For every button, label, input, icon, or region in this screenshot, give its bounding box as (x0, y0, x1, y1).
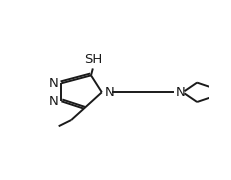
Text: N: N (105, 86, 114, 99)
Text: N: N (175, 86, 185, 99)
Text: N: N (48, 95, 58, 108)
Text: N: N (48, 77, 58, 90)
Text: SH: SH (84, 53, 102, 66)
